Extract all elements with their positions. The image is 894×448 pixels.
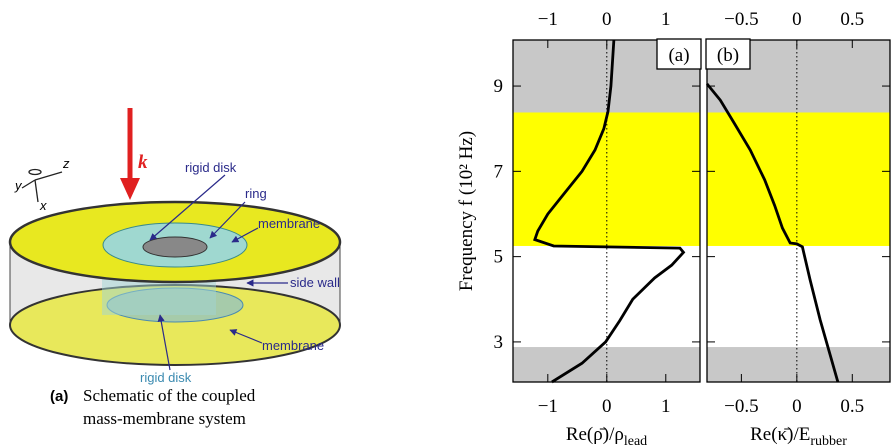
x-axis-label-sub: rubber	[810, 434, 847, 448]
caption: (a) Schematic of the coupled mass-membra…	[50, 386, 256, 428]
x-tick-label: −1	[538, 396, 558, 417]
top-disk	[143, 237, 207, 257]
panel-label: (b)	[717, 45, 739, 66]
caption-line: mass-membrane system	[83, 409, 246, 428]
label-membrane-bottom: membrane	[262, 338, 324, 353]
y-tick-label: 7	[494, 161, 504, 182]
y-tick-label: 5	[494, 247, 504, 268]
x-axis-label: Re(κ̄)/Erubber	[750, 424, 847, 448]
label-rigid-disk-top: rigid disk	[185, 160, 237, 175]
page: k y z x rigid disk ring membrane side wa…	[0, 0, 894, 448]
label-membrane-top: membrane	[258, 216, 320, 231]
x-axis-label: Re(ρ̄)/ρlead	[566, 424, 647, 448]
axis-x: x	[39, 198, 47, 213]
x-tick-label-top: 0.5	[840, 9, 864, 30]
label-ring: ring	[245, 186, 267, 201]
schematic: k y z x rigid disk ring membrane side wa…	[10, 108, 340, 385]
axis-z: z	[62, 156, 70, 171]
x-axis-label-main: Re(κ̄)/E	[750, 424, 810, 445]
axis-y: y	[14, 178, 23, 193]
x-tick-label: −0.5	[724, 396, 758, 417]
x-tick-label-top: 0	[602, 9, 612, 30]
force-label: k	[138, 152, 148, 173]
label-rigid-disk-bottom: rigid disk	[140, 370, 192, 385]
label-side-wall: side wall	[290, 275, 340, 290]
x-tick-label-top: 0	[792, 9, 802, 30]
x-tick-label-top: −1	[538, 9, 558, 30]
x-axis-label-sub: lead	[624, 434, 647, 448]
x-tick-label-top: −0.5	[724, 9, 758, 30]
band	[707, 112, 890, 245]
figure: k y z x rigid disk ring membrane side wa…	[0, 0, 894, 448]
x-tick-label: 1	[661, 396, 671, 417]
band	[707, 347, 890, 382]
x-tick-label: 0.5	[840, 396, 864, 417]
x-tick-label: 0	[602, 396, 612, 417]
caption-tag: (a)	[50, 388, 68, 405]
x-axis-label-main: Re(ρ̄)/ρ	[566, 424, 624, 445]
y-tick-label: 3	[494, 332, 504, 353]
x-tick-label-top: 1	[661, 9, 671, 30]
y-tick-label: 9	[494, 76, 504, 97]
panel-label: (a)	[668, 45, 689, 66]
force-arrow-head	[120, 178, 140, 200]
y-axis-label: Frequency f (10² Hz)	[456, 131, 477, 291]
caption-line: Schematic of the coupled	[83, 386, 256, 405]
x-tick-label: 0	[792, 396, 802, 417]
